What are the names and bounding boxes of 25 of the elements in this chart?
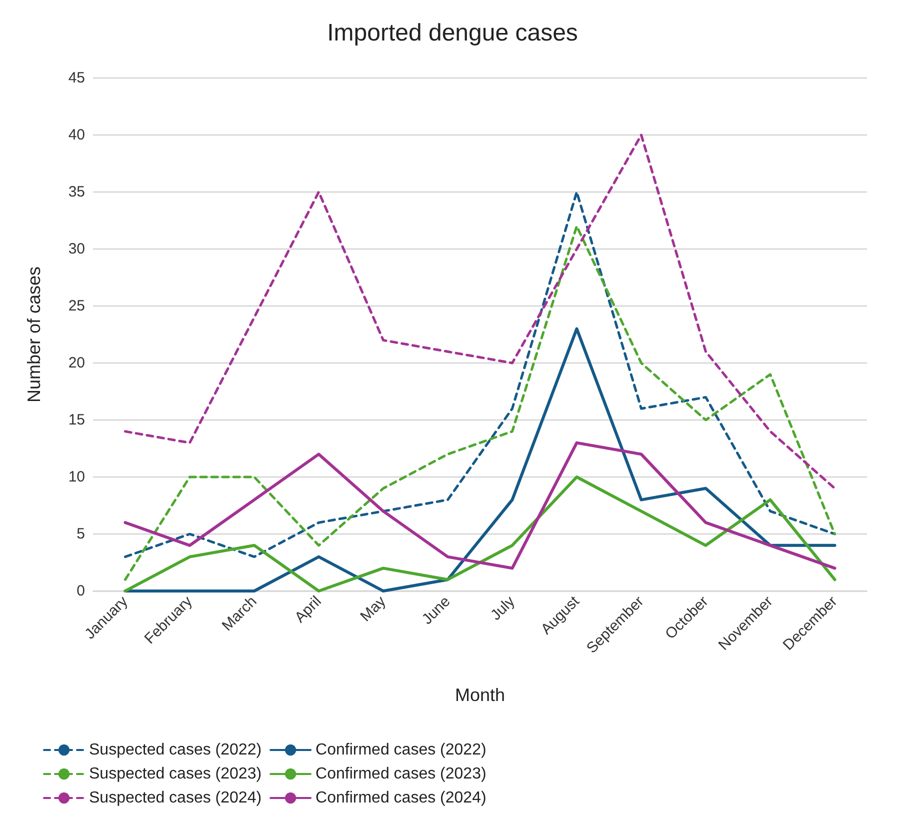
y-tick-label: 25	[68, 298, 85, 314]
y-tick-label: 20	[68, 354, 85, 372]
y-tick-label: 35	[68, 184, 85, 200]
x-tick-label: May	[357, 592, 390, 626]
legend-label: Confirmed cases (2022)	[316, 742, 486, 758]
y-tick-label: 15	[68, 412, 85, 428]
x-axis-title: Month	[454, 685, 506, 705]
legend-label: Confirmed cases (2024)	[316, 790, 486, 806]
legend-label: Suspected cases (2024)	[89, 790, 262, 806]
chart-title: Imported dengue cases	[327, 20, 578, 46]
line-series	[124, 441, 836, 570]
line-series	[124, 476, 836, 592]
y-tick-label: 45	[68, 70, 85, 86]
line-series	[124, 134, 836, 490]
legend-label: Confirmed cases (2023)	[316, 766, 486, 782]
y-tick-label: 0	[76, 582, 85, 600]
y-tick-label: 10	[68, 468, 85, 486]
legend-label: Suspected cases (2023)	[89, 766, 262, 782]
y-axis-title: Number of cases	[24, 266, 44, 403]
line-series	[124, 327, 836, 592]
x-tick-label: July	[487, 592, 519, 624]
y-tick-label: 30	[68, 240, 85, 258]
y-tick-label: 5	[76, 526, 85, 542]
y-tick-label: 40	[68, 126, 85, 144]
legend-label: Suspected cases (2022)	[89, 742, 262, 758]
